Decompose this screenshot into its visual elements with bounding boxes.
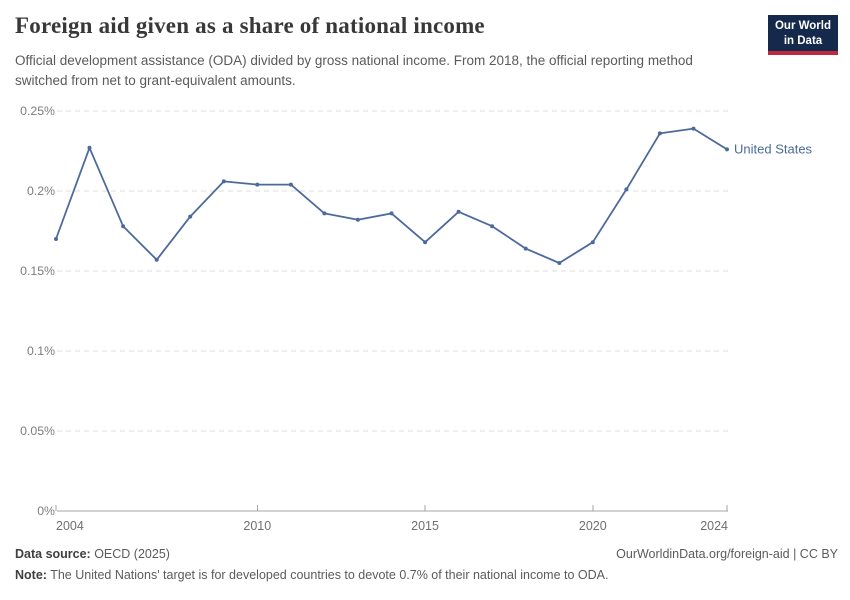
- y-axis-tick-label: 0.05%: [20, 424, 55, 438]
- chart-subtitle: Official development assistance (ODA) di…: [15, 53, 693, 88]
- y-axis-tick-label: 0.2%: [27, 184, 55, 198]
- data-source-text: Data source: OECD (2025): [15, 547, 170, 561]
- data-source-label: Data source:: [15, 547, 91, 561]
- data-point-marker: [121, 224, 126, 229]
- x-axis-tick-label: 2015: [411, 519, 439, 533]
- data-point-marker: [423, 240, 428, 245]
- x-axis-tick-label: 2004: [56, 519, 84, 533]
- us-line-series: [55, 127, 728, 264]
- data-point-marker: [557, 261, 562, 265]
- data-point-marker: [188, 214, 193, 219]
- data-point-marker: [490, 224, 495, 229]
- x-axis-tick-label: 2024: [700, 519, 728, 533]
- y-axis-tick-label: 0.25%: [20, 104, 55, 118]
- data-point-marker: [288, 182, 293, 187]
- owid-logo-line1: Our World: [774, 20, 831, 32]
- y-axis-tick-label: 0.1%: [27, 344, 55, 358]
- data-point-marker: [523, 246, 528, 251]
- data-point-marker: [154, 257, 159, 262]
- x-axis-tick-label: 2010: [243, 519, 271, 533]
- series-end-label: United States: [734, 142, 813, 157]
- data-point-marker: [87, 145, 92, 150]
- note-text: Note: The United Nations' target is for …: [15, 568, 608, 582]
- data-point-marker: [221, 179, 226, 184]
- data-point-marker: [322, 211, 327, 216]
- data-point-marker: [725, 147, 729, 152]
- data-point-marker: [355, 217, 360, 222]
- note-label: Note:: [15, 568, 47, 582]
- chart-title: Foreign aid given as a share of national…: [15, 13, 485, 38]
- note-value: The United Nations' target is for develo…: [46, 568, 609, 582]
- attribution-text: OurWorldinData.org/foreign-aid | CC BY: [616, 547, 838, 561]
- data-source-value: OECD (2025): [90, 547, 170, 561]
- data-point-marker: [54, 237, 58, 241]
- data-point-marker: [624, 187, 629, 192]
- data-point-marker: [456, 209, 461, 214]
- data-point-marker: [255, 182, 260, 187]
- data-point-marker: [389, 211, 394, 216]
- owid-logo-line2: in Data: [783, 34, 823, 47]
- x-axis-tick-label: 2020: [579, 519, 607, 533]
- y-axis-tick-label: 0%: [37, 504, 55, 518]
- owid-logo: Our World in Data: [768, 15, 838, 56]
- data-point-marker: [691, 126, 696, 131]
- data-point-marker: [657, 131, 662, 136]
- data-point-marker: [590, 240, 595, 245]
- y-axis-tick-label: 0.15%: [20, 264, 55, 278]
